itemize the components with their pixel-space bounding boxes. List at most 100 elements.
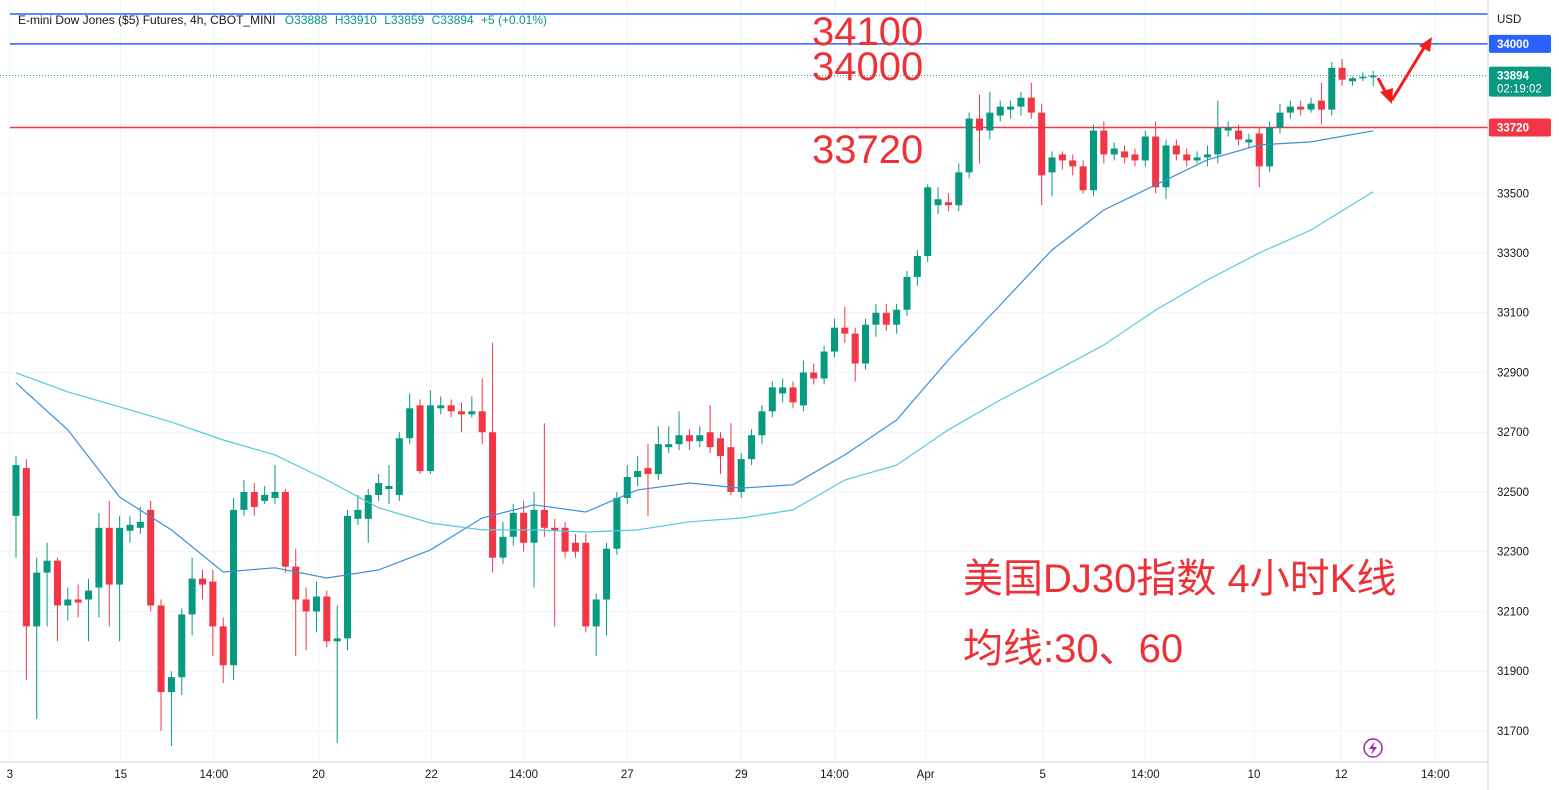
candle-body	[1058, 154, 1066, 161]
candle-body	[344, 515, 352, 639]
candle-body	[364, 494, 372, 519]
y-tick-label: 32300	[1497, 547, 1529, 559]
plot	[0, 13, 1488, 746]
candle-body	[178, 614, 186, 678]
candle-body	[167, 677, 175, 693]
candle-body	[1152, 136, 1160, 188]
candle-body	[209, 581, 217, 627]
candle-body	[281, 491, 289, 567]
candle-body	[219, 626, 227, 666]
candle-body	[654, 444, 662, 475]
price-badge-label: 33720	[1497, 123, 1529, 135]
candle-body	[74, 599, 82, 603]
x-tick-label: 27	[621, 769, 634, 781]
candle-body	[758, 411, 766, 436]
candle-body	[737, 459, 745, 492]
candle-body	[157, 605, 165, 693]
y-tick-label: 33100	[1497, 308, 1529, 320]
candle-body	[1007, 106, 1015, 110]
candle-body	[975, 118, 984, 131]
candle-body	[1348, 78, 1357, 82]
candle-body	[1027, 97, 1035, 113]
candle-body	[748, 435, 756, 460]
candle-body	[882, 312, 890, 325]
price-annotation: 34100	[812, 10, 923, 54]
y-tick-label: 33500	[1497, 188, 1529, 200]
arrow-head	[1419, 37, 1432, 52]
candle-body	[323, 596, 331, 642]
candle-body	[893, 309, 901, 325]
x-tick-label: 14:00	[509, 769, 538, 781]
x-tick-label: Apr	[917, 769, 935, 781]
candle-body	[1038, 112, 1046, 176]
candle-body	[1276, 112, 1284, 128]
candle-body	[261, 494, 269, 501]
candle-body	[789, 387, 797, 403]
candle-body	[903, 276, 911, 310]
candle-body	[136, 521, 144, 528]
candle-body	[1338, 67, 1346, 80]
x-tick-label: 5	[1040, 769, 1046, 781]
y-tick-label: 32500	[1497, 487, 1529, 499]
candle-body	[489, 432, 497, 558]
candle-body	[582, 542, 590, 627]
candle-body	[468, 411, 476, 415]
candle-body	[1183, 154, 1191, 161]
countdown: 02:19:02	[1497, 84, 1542, 96]
candle-body	[292, 566, 300, 600]
candle-body	[623, 477, 631, 498]
symbol: E-mini Dow Jones ($5) Futures, 4h, CBOT_…	[18, 13, 275, 27]
candle-body	[1234, 130, 1243, 140]
header: E-mini Dow Jones ($5) Futures, 4h, CBOT_…	[18, 13, 547, 27]
candle-body	[437, 405, 445, 409]
candle-body	[613, 497, 621, 549]
x-tick-label: 10	[1248, 769, 1261, 781]
candle-body	[302, 599, 310, 612]
candle-body	[457, 411, 466, 415]
candle-body	[1131, 154, 1139, 161]
x-tick-label: 22	[425, 769, 438, 781]
candle-body	[84, 590, 93, 600]
candle-body	[198, 578, 207, 585]
alert-icon[interactable]	[1363, 738, 1383, 758]
candle-body	[1297, 106, 1305, 110]
candle-body	[1245, 139, 1253, 143]
alert-bolt[interactable]	[1369, 741, 1377, 755]
candle-body	[986, 112, 994, 131]
candle-body	[996, 106, 1004, 116]
candle-body	[1017, 97, 1025, 107]
candle-body	[250, 491, 258, 507]
candle-body	[779, 387, 787, 394]
candle-body	[333, 638, 341, 642]
candle-body	[872, 312, 880, 325]
candle-body	[499, 536, 507, 558]
candle-body	[685, 435, 693, 442]
x-tick-label: 14:00	[1131, 769, 1160, 781]
x-tick-label: 3	[7, 769, 13, 781]
y-tick-label: 32900	[1497, 367, 1529, 379]
y-tick-label: 31700	[1497, 726, 1529, 738]
x-tick-label: 14:00	[199, 769, 228, 781]
candle-body	[841, 327, 849, 334]
quote-open: O33888	[285, 13, 328, 27]
red-arrows	[1376, 37, 1432, 104]
candle-body	[426, 405, 434, 472]
candle-body	[354, 509, 362, 519]
candle-body	[1110, 148, 1118, 155]
candle-body	[830, 327, 838, 352]
y-tick-label: 31900	[1497, 666, 1529, 678]
candle-body	[1224, 127, 1232, 131]
candle-body	[1162, 145, 1170, 188]
y-tick-label: 32700	[1497, 427, 1529, 439]
candle-body	[240, 491, 248, 510]
candle-body	[768, 387, 776, 412]
candle-body	[955, 172, 963, 206]
candle-body	[1172, 145, 1180, 155]
candle-body	[395, 438, 403, 495]
x-tick-label: 29	[735, 769, 748, 781]
x-tick-label: 14:00	[1421, 769, 1450, 781]
candle-body	[64, 599, 72, 606]
x-tick-label: 12	[1335, 769, 1348, 781]
candle-body	[416, 405, 424, 472]
